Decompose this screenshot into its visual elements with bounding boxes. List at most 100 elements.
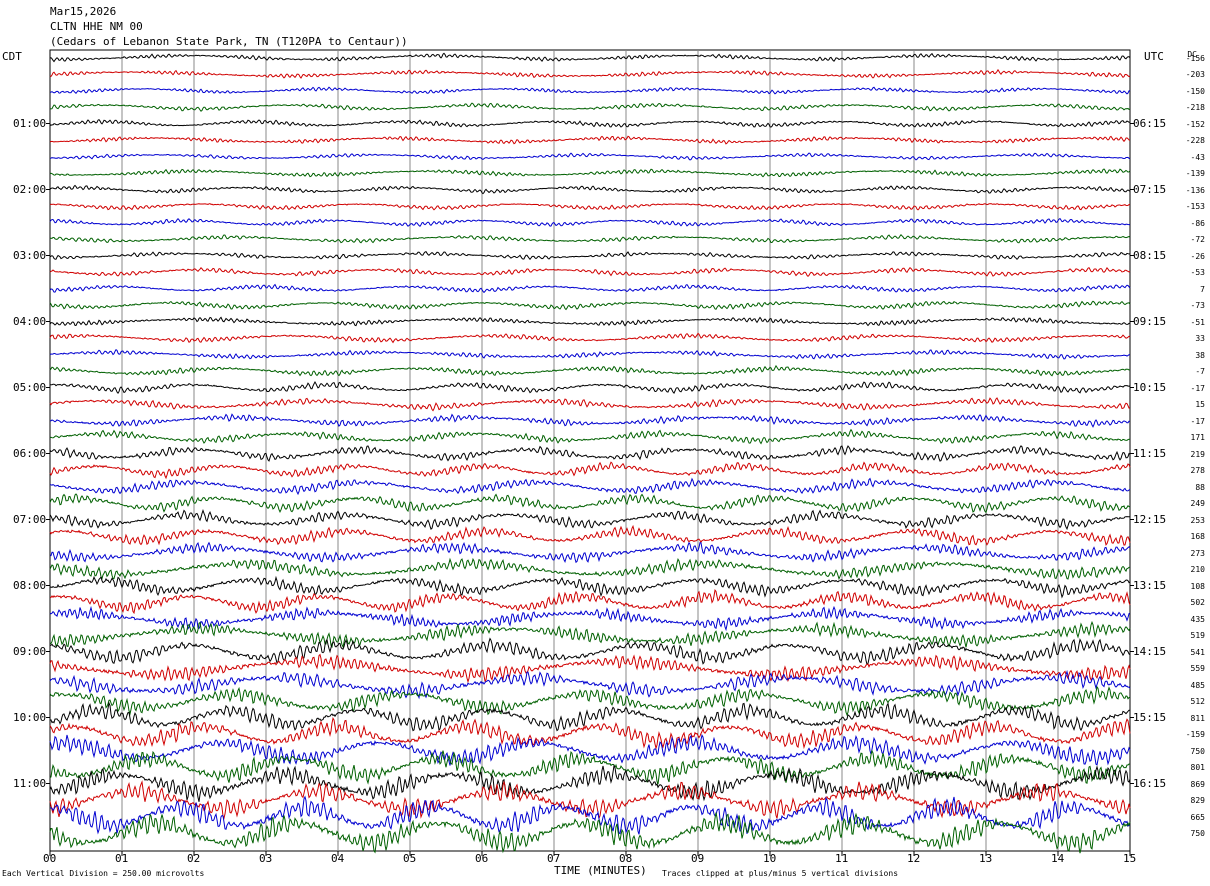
dc-offset-value: -153 <box>1185 202 1205 211</box>
trace-line <box>49 152 1131 161</box>
dc-offset-value: 108 <box>1190 581 1205 591</box>
dc-offset-value: 278 <box>1190 466 1205 475</box>
trace-line <box>49 764 1131 802</box>
trace-line <box>49 795 1131 835</box>
trace-line <box>49 493 1131 514</box>
trace-line <box>49 477 1131 496</box>
utc-hour-label: 11:15 <box>1133 446 1167 460</box>
dc-offset-value: -228 <box>1185 136 1205 145</box>
x-tick-label: 02 <box>187 852 201 865</box>
trace-line <box>49 461 1131 480</box>
cdt-axis-label: CDT <box>2 50 22 63</box>
trace-line <box>49 716 1131 751</box>
date-label: Mar15,2026 <box>50 5 117 18</box>
cdt-hour-label: 11:00 <box>13 776 47 790</box>
trace-line <box>49 541 1131 564</box>
dc-offset-value: 249 <box>1190 499 1205 508</box>
dc-offset-value: 435 <box>1190 614 1205 624</box>
station-label: CLTN HHE NM 00 <box>50 20 143 33</box>
dc-offset-value: 541 <box>1190 647 1205 657</box>
x-tick-label: 07 <box>547 852 561 865</box>
dc-offset-value: -203 <box>1185 70 1205 79</box>
trace-line <box>49 52 1131 63</box>
x-tick-label: 08 <box>619 852 633 865</box>
trace-line <box>49 283 1131 294</box>
trace-line <box>49 733 1131 766</box>
dc-offset-value: 485 <box>1190 680 1205 690</box>
dc-offset-value: -136 <box>1185 185 1205 195</box>
trace-line <box>49 349 1130 360</box>
x-tick-label: 15 <box>1123 852 1137 865</box>
trace-line <box>49 701 1130 732</box>
dc-column-label: DC <box>1187 50 1197 59</box>
dc-offset-value: 253 <box>1190 515 1205 525</box>
x-tick-label: 13 <box>979 852 993 865</box>
cdt-hour-label: 01:00 <box>13 116 47 130</box>
cdt-hour-label: 03:00 <box>13 248 47 262</box>
dc-offset-value: -218 <box>1185 103 1205 112</box>
cdt-hour-label: 05:00 <box>13 380 47 394</box>
utc-hour-label: 15:15 <box>1133 710 1167 724</box>
trace-line <box>49 685 1131 717</box>
utc-hour-label: 07:15 <box>1133 182 1167 196</box>
utc-hour-label: 09:15 <box>1133 314 1167 328</box>
utc-hour-label: 10:15 <box>1133 380 1167 394</box>
trace-line <box>49 266 1131 278</box>
trace-line <box>49 445 1131 462</box>
x-tick-label: 00 <box>43 852 57 865</box>
trace-line <box>49 300 1131 311</box>
trace-line <box>49 413 1130 428</box>
utc-hour-label: 08:15 <box>1133 248 1167 262</box>
dc-offset-value: 502 <box>1190 598 1205 607</box>
utc-hour-label: 14:15 <box>1133 644 1167 658</box>
cdt-hour-label: 06:00 <box>13 446 47 460</box>
dc-offset-value: -150 <box>1185 86 1205 96</box>
utc-hour-label: 16:15 <box>1133 776 1167 790</box>
cdt-hour-label: 07:00 <box>13 512 47 526</box>
dc-offset-value: 559 <box>1190 664 1205 673</box>
trace-line <box>49 380 1131 395</box>
x-tick-label: 03 <box>259 852 273 865</box>
trace-line <box>49 332 1131 344</box>
utc-hour-label: 13:15 <box>1133 578 1167 592</box>
trace-line <box>49 217 1131 228</box>
trace-line <box>49 589 1131 615</box>
dc-offset-value: 33 <box>1195 334 1205 343</box>
dc-offset-value: 750 <box>1190 829 1205 838</box>
trace-line <box>49 135 1131 145</box>
dc-offset-value: 210 <box>1190 565 1205 574</box>
cdt-hour-label: 04:00 <box>13 314 47 328</box>
dc-offset-value: -26 <box>1190 251 1205 261</box>
trace-line <box>49 605 1131 632</box>
x-tick-label: 01 <box>115 852 129 865</box>
trace-line <box>49 653 1131 684</box>
trace-line <box>49 184 1131 195</box>
trace-line <box>49 234 1131 244</box>
x-tick-label: 10 <box>763 852 777 865</box>
trace-line <box>49 620 1131 649</box>
dc-offset-value: -72 <box>1190 235 1205 244</box>
dc-offset-value: 88 <box>1195 482 1205 492</box>
x-tick-label: 12 <box>907 852 921 865</box>
dc-offset-value: 519 <box>1190 631 1205 640</box>
clip-note: Traces clipped at plus/minus 5 vertical … <box>662 869 899 878</box>
dc-offset-value: 15 <box>1195 400 1205 409</box>
dc-offset-value: -159 <box>1185 730 1205 739</box>
location-label: (Cedars of Lebanon State Park, TN (T120P… <box>50 35 408 48</box>
trace-line <box>49 812 1131 854</box>
trace-line <box>49 203 1131 211</box>
utc-axis-label: UTC <box>1144 50 1164 63</box>
trace-line <box>49 68 1131 79</box>
trace-line <box>49 102 1131 112</box>
dc-offset-value: 38 <box>1195 350 1205 360</box>
dc-offset-value: -51 <box>1190 317 1205 327</box>
dc-offset-value: -53 <box>1190 268 1205 277</box>
dc-offset-value: -139 <box>1185 169 1205 178</box>
dc-offset-value: -152 <box>1185 119 1205 129</box>
dc-offset-value: 219 <box>1190 449 1205 459</box>
dc-offset-value: 829 <box>1190 796 1205 805</box>
dc-offset-value: 168 <box>1190 532 1205 541</box>
utc-hour-label: 12:15 <box>1133 512 1167 526</box>
dc-offset-value: 665 <box>1190 812 1205 822</box>
